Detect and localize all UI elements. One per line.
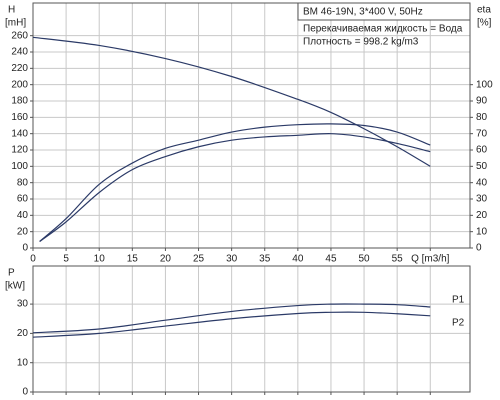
y-tick-label: 120 [11, 145, 28, 156]
y2-tick-label: 100 [476, 79, 493, 90]
x-tick-label: 45 [325, 254, 337, 265]
y-tick-label: 240 [11, 47, 28, 58]
plot-frame [32, 265, 471, 393]
legend-label: P2 [452, 317, 465, 328]
y2-tick-label: 40 [476, 177, 488, 188]
y-tick-label: 180 [11, 96, 28, 107]
y-tick-label: 0 [22, 387, 28, 398]
y-tick-label: 80 [17, 177, 29, 188]
y-tick-label: 20 [17, 226, 29, 237]
x-tick-label: 20 [160, 254, 172, 265]
legend-label: P1 [452, 295, 465, 306]
y2-axis-unit: [%] [477, 18, 492, 29]
info-text: BM 46-19N, 3*400 V, 50Hz [303, 7, 423, 18]
curve [32, 303, 431, 334]
y2-tick-label: 90 [476, 96, 488, 107]
y-tick-label: 100 [11, 161, 28, 172]
x-tick-label: 30 [226, 254, 238, 265]
y-tick-label: 140 [11, 128, 28, 139]
x-tick-label: 10 [94, 254, 106, 265]
x-tick-label: 15 [127, 254, 139, 265]
y2-axis-label: eta [477, 5, 491, 16]
y-tick-label: 220 [11, 63, 28, 74]
info-box [297, 2, 471, 21]
curve [32, 311, 431, 338]
x-tick-label: Q [m3/h] [411, 254, 450, 265]
y2-tick-label: 50 [476, 161, 488, 172]
y-tick-label: 10 [17, 357, 29, 368]
info-text: Плотность = 998.2 kg/m3 [303, 37, 419, 48]
y-tick-label: 30 [17, 299, 29, 310]
curve [32, 36, 431, 167]
y-axis-unit: [mH] [5, 18, 26, 29]
y-tick-label: 200 [11, 79, 28, 90]
x-tick-label: 35 [259, 254, 271, 265]
y-tick-label: 20 [17, 328, 29, 339]
y2-tick-label: 30 [476, 194, 488, 205]
y-tick-label: 0 [22, 243, 28, 254]
x-tick-label: 25 [193, 254, 205, 265]
x-tick-label: 0 [30, 254, 36, 265]
y-tick-label: 160 [11, 112, 28, 123]
y-tick-label: 60 [17, 194, 29, 205]
curve [39, 123, 431, 242]
y2-tick-label: 80 [476, 112, 488, 123]
y-tick-label: 40 [17, 210, 29, 221]
y-axis-label: P [8, 268, 15, 279]
plot-frame [32, 2, 471, 249]
y-tick-label: 260 [11, 30, 28, 41]
y2-tick-label: 0 [476, 243, 482, 254]
x-tick-label: 40 [292, 254, 304, 265]
y2-tick-label: 60 [476, 145, 488, 156]
y-axis-unit: [kW] [5, 281, 25, 292]
info-text: Перекачиваемая жидкость = Вода [303, 24, 463, 35]
curve [39, 133, 431, 242]
x-tick-label: 50 [358, 254, 370, 265]
x-tick-label: 5 [63, 254, 69, 265]
y2-tick-label: 10 [476, 226, 488, 237]
y2-tick-label: 70 [476, 128, 488, 139]
y2-tick-label: 20 [476, 210, 488, 221]
x-tick-label: 55 [392, 254, 404, 265]
y-axis-label: H [8, 5, 15, 16]
